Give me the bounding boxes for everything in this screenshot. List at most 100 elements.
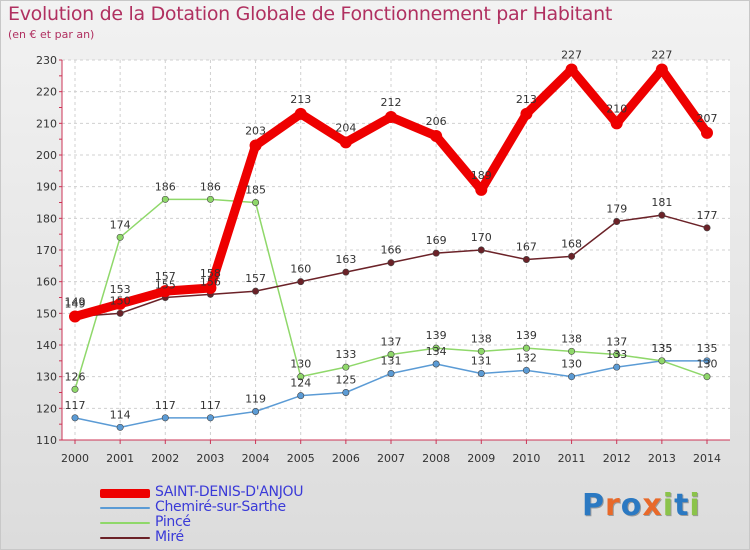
data-label-chemire-sur-sarthe: 134 <box>426 345 447 358</box>
y-tick-label: 180 <box>36 212 57 225</box>
data-point-mire <box>387 259 395 267</box>
data-label-saint-denis-d-anjou: 153 <box>110 283 131 296</box>
data-label-mire: 150 <box>110 294 131 307</box>
data-label-mire: 160 <box>290 263 311 276</box>
data-label-saint-denis-d-anjou: 206 <box>426 115 447 128</box>
data-point-saint-denis-d-anjou <box>339 136 352 149</box>
data-point-saint-denis-d-anjou <box>475 183 488 196</box>
logo-letter: t <box>674 488 690 523</box>
y-tick-label: 230 <box>36 54 57 67</box>
data-point-saint-denis-d-anjou <box>655 63 668 76</box>
logo-letter: i <box>689 488 701 523</box>
x-tick-label: 2009 <box>467 452 495 465</box>
data-point-chemire-sur-sarthe <box>477 369 485 377</box>
data-label-mire: 170 <box>471 231 492 244</box>
data-point-chemire-sur-sarthe <box>252 407 260 415</box>
data-point-chemire-sur-sarthe <box>522 366 530 374</box>
chart-title: Evolution de la Dotation Globale de Fonc… <box>8 3 613 25</box>
data-label-mire: 163 <box>335 253 356 266</box>
data-label-pince: 138 <box>561 332 582 345</box>
data-label-pince: 130 <box>697 358 718 371</box>
y-tick-label: 220 <box>36 86 57 99</box>
data-label-mire: 156 <box>200 275 221 288</box>
data-label-chemire-sur-sarthe: 133 <box>606 348 627 361</box>
data-label-chemire-sur-sarthe: 117 <box>65 399 86 412</box>
y-tick-label: 140 <box>36 339 57 352</box>
logo-letter: P <box>582 488 605 523</box>
data-label-mire: 177 <box>697 209 718 222</box>
x-tick-label: 2006 <box>332 452 360 465</box>
x-tick-label: 2007 <box>377 452 405 465</box>
x-tick-label: 2010 <box>512 452 540 465</box>
line-chart: 110 120 130 140 150 160 170 180 190 200 210 220 230 2… <box>36 49 730 465</box>
data-point-mire <box>116 309 124 317</box>
data-label-pince: 137 <box>381 336 402 349</box>
data-point-mire <box>522 255 530 263</box>
x-tick-label: 2005 <box>287 452 315 465</box>
data-point-chemire-sur-sarthe <box>206 414 214 422</box>
y-tick-label: 130 <box>36 371 57 384</box>
data-point-saint-denis-d-anjou <box>159 285 172 298</box>
data-label-saint-denis-d-anjou: 213 <box>290 93 311 106</box>
data-point-pince <box>161 195 169 203</box>
data-label-saint-denis-d-anjou: 213 <box>516 93 537 106</box>
data-label-pince: 186 <box>200 180 221 193</box>
logo-letter: i <box>662 488 675 523</box>
data-label-chemire-sur-sarthe: 124 <box>290 377 311 390</box>
data-label-pince: 130 <box>290 358 311 371</box>
data-point-saint-denis-d-anjou <box>249 139 262 152</box>
data-point-pince <box>477 347 485 355</box>
legend-label-mire: Miré <box>155 529 184 545</box>
data-label-saint-denis-d-anjou: 158 <box>200 267 221 280</box>
data-point-saint-denis-d-anjou <box>520 107 533 120</box>
data-point-pince <box>206 195 214 203</box>
x-tick-label: 2004 <box>242 452 270 465</box>
data-point-pince <box>432 344 440 352</box>
data-point-pince <box>297 373 305 381</box>
data-label-chemire-sur-sarthe: 125 <box>335 374 356 387</box>
data-point-saint-denis-d-anjou <box>69 310 81 323</box>
legend-swatch-chemire-sur-sarthe <box>100 507 150 509</box>
x-tick-label: 2012 <box>603 452 631 465</box>
legend-swatch-mire <box>100 537 150 539</box>
y-tick-label: 110 <box>36 434 57 447</box>
data-point-mire <box>477 246 485 254</box>
data-point-pince <box>342 363 350 371</box>
data-label-pince: 139 <box>426 329 447 342</box>
data-point-chemire-sur-sarthe <box>432 360 440 368</box>
x-tick-label: 2003 <box>196 452 224 465</box>
data-point-chemire-sur-sarthe <box>342 388 350 396</box>
data-point-mire <box>703 224 711 232</box>
data-point-pince <box>703 373 711 381</box>
data-point-saint-denis-d-anjou <box>114 297 127 310</box>
data-label-pince: 133 <box>335 348 356 361</box>
data-label-mire: 149 <box>65 298 86 311</box>
y-tick-label: 120 <box>36 402 57 415</box>
x-tick-label: 2000 <box>61 452 89 465</box>
data-label-pince: 137 <box>606 336 627 349</box>
data-label-saint-denis-d-anjou: 157 <box>155 270 176 283</box>
data-point-chemire-sur-sarthe <box>387 369 395 377</box>
data-label-pince: 126 <box>65 370 86 383</box>
proxiti-logo: Proxiti <box>582 488 701 523</box>
data-label-pince: 185 <box>245 184 266 197</box>
data-point-saint-denis-d-anjou <box>430 130 443 142</box>
logo-letter: r <box>605 488 621 523</box>
data-label-chemire-sur-sarthe: 117 <box>200 399 221 412</box>
data-point-pince <box>522 344 530 352</box>
legend-label-chemire-sur-sarthe: Chemiré-sur-Sarthe <box>155 499 286 515</box>
y-tick-label: 210 <box>36 117 57 130</box>
data-point-saint-denis-d-anjou <box>294 107 307 120</box>
data-label-mire: 179 <box>606 203 627 216</box>
data-point-pince <box>387 350 395 358</box>
data-label-mire: 155 <box>155 279 176 292</box>
data-label-chemire-sur-sarthe: 130 <box>561 358 582 371</box>
data-label-chemire-sur-sarthe: 135 <box>651 342 672 355</box>
data-label-saint-denis-d-anjou: 203 <box>245 125 266 138</box>
data-label-saint-denis-d-anjou: 212 <box>381 96 402 109</box>
data-point-chemire-sur-sarthe <box>297 392 305 400</box>
data-label-pince: 135 <box>651 342 672 355</box>
data-label-pince: 174 <box>110 218 131 231</box>
data-point-saint-denis-d-anjou <box>701 126 713 139</box>
data-label-pince: 139 <box>516 329 537 342</box>
